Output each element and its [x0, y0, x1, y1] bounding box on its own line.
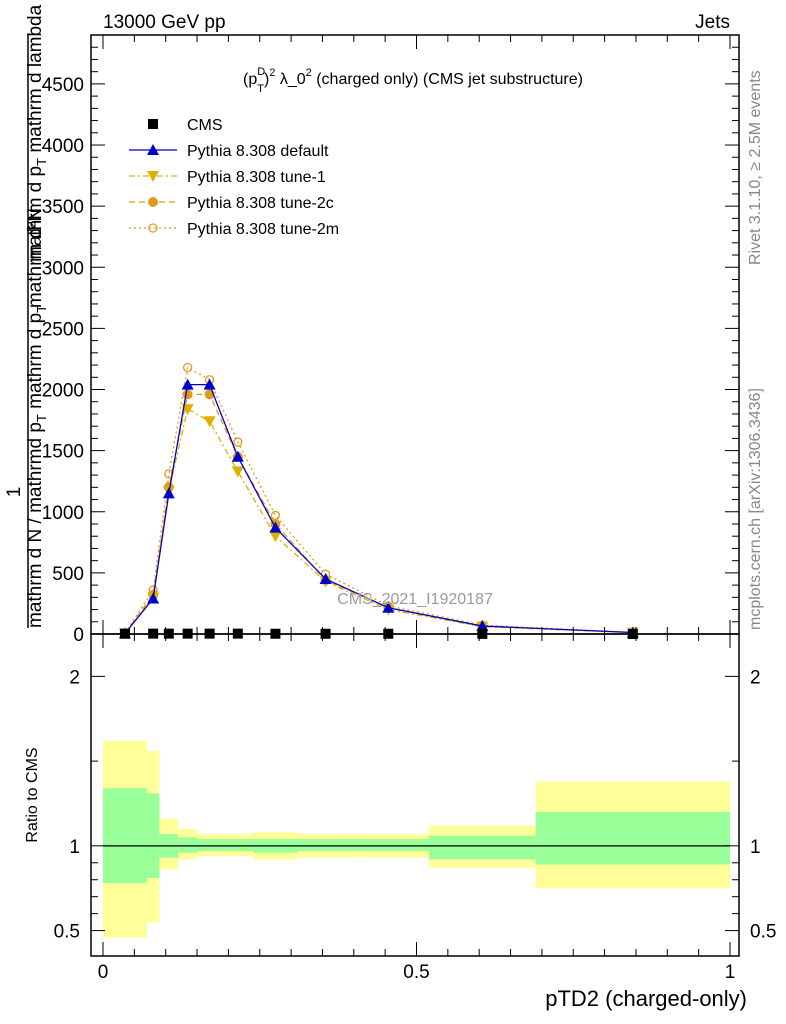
data-point [203, 378, 216, 390]
legend-label: Pythia 8.308 tune-1 [187, 169, 326, 186]
y-tick-label: 2000 [42, 381, 84, 402]
data-point [203, 416, 216, 428]
legend-marker [148, 119, 158, 129]
ratio-y-tick-label-right: 0.5 [750, 922, 776, 943]
header-left: 13000 GeV pp [103, 12, 226, 33]
y-tick-label: 3000 [42, 258, 84, 279]
ratio-plot: 0.5 0.5 1 1 2 2 0 0.5 1 [54, 634, 776, 983]
data-point [182, 362, 193, 373]
data-point [231, 450, 244, 462]
legend-label: Pythia 8.308 tune-2c [187, 195, 334, 212]
data-point [182, 389, 193, 400]
legend-label: Pythia 8.308 tune-2m [187, 221, 339, 238]
legend-entry: Pythia 8.308 tune-2m [129, 221, 339, 238]
data-point [269, 531, 282, 543]
rivet-version-label: Rivet 3.1.10, ≥ 2.5M events [747, 70, 764, 265]
legend-marker [147, 171, 159, 182]
xlabel: pTD2 (charged-only) [545, 986, 747, 1011]
legend-marker [148, 197, 158, 207]
uncertainty-band-green [197, 839, 223, 851]
uncertainty-band-green [297, 839, 354, 851]
data-point [162, 487, 175, 499]
legend-entry: CMS [148, 117, 223, 134]
mcplots-label: mcplots.cern.ch [arXiv:1306.3436] [747, 388, 764, 630]
header-right: Jets [695, 12, 730, 33]
plot-title: (pD T)2 λ_02 (charged only) (CMS jet subs… [243, 66, 583, 95]
y-tick-label: 4000 [42, 136, 84, 157]
uncertainty-band-green [146, 793, 160, 879]
y-tick-label: 1000 [42, 503, 84, 524]
data-point [147, 592, 160, 604]
ratio-y-tick-label: 0.5 [54, 922, 80, 943]
ylabel-denominator: mathrm d N / mathrmd pT mathrm d pT [25, 305, 49, 628]
data-point [382, 601, 395, 613]
ratio-y-tick-label-right: 2 [750, 667, 761, 688]
uncertainty-band-green [353, 839, 430, 851]
legend-marker [148, 223, 158, 233]
x-tick-label: 0.5 [403, 962, 429, 983]
data-point [233, 437, 243, 447]
analysis-watermark: CMS_2021_I1920187 [337, 591, 493, 608]
ratio-y-tick-label: 2 [69, 667, 80, 688]
y-tick-label: 1500 [42, 442, 84, 463]
legend-label: Pythia 8.308 default [187, 143, 329, 160]
uncertainty-band-green [429, 835, 536, 860]
y-tick-label: 4500 [42, 75, 84, 96]
legend-marker [147, 144, 159, 155]
data-point [231, 466, 244, 478]
data-point [319, 572, 332, 584]
legend: CMS Pythia 8.308 default Pythia 8.308 tune… [129, 117, 339, 238]
data-point [181, 404, 194, 416]
ylabel-one: 1 [4, 487, 25, 498]
legend-label: CMS [187, 117, 223, 134]
legend-entry: Pythia 8.308 default [129, 143, 329, 160]
legend-entry: Pythia 8.308 tune-2c [129, 195, 334, 212]
x-tick-label: 1 [725, 962, 736, 983]
y-tick-label: 3500 [42, 197, 84, 218]
ratio-y-tick-label-right: 1 [750, 837, 761, 858]
y-tick-label: 0 [73, 625, 84, 646]
ratio-frame [90, 633, 740, 957]
main-ylabel: mathrm d²N mathrm d pT mathrm d lambda 1… [4, 4, 49, 628]
y-tick-label: 2500 [42, 319, 84, 340]
legend-entry: Pythia 8.308 tune-1 [129, 169, 326, 186]
ratio-ylabel: Ratio to CMS [24, 747, 41, 842]
ylabel-denominator-top: mathrm d pT mathrm d lambda [25, 4, 49, 262]
x-tick-label: 0 [98, 962, 109, 983]
series-line [124, 366, 633, 634]
data-point [269, 521, 282, 533]
uncertainty-band-green [535, 811, 730, 865]
ratio-y-tick-label: 1 [69, 837, 80, 858]
data-point [181, 378, 194, 390]
ylabel-numerator: mathrm d²N [25, 208, 46, 308]
uncertainty-band-green [103, 788, 147, 884]
uncertainty-band-green [178, 837, 198, 853]
uncertainty-band-green [222, 839, 254, 851]
y-tick-label: 500 [52, 564, 84, 585]
main-frame: 0 500 1000 1500 2000 2500 3000 3500 4000 4500 [42, 34, 740, 646]
